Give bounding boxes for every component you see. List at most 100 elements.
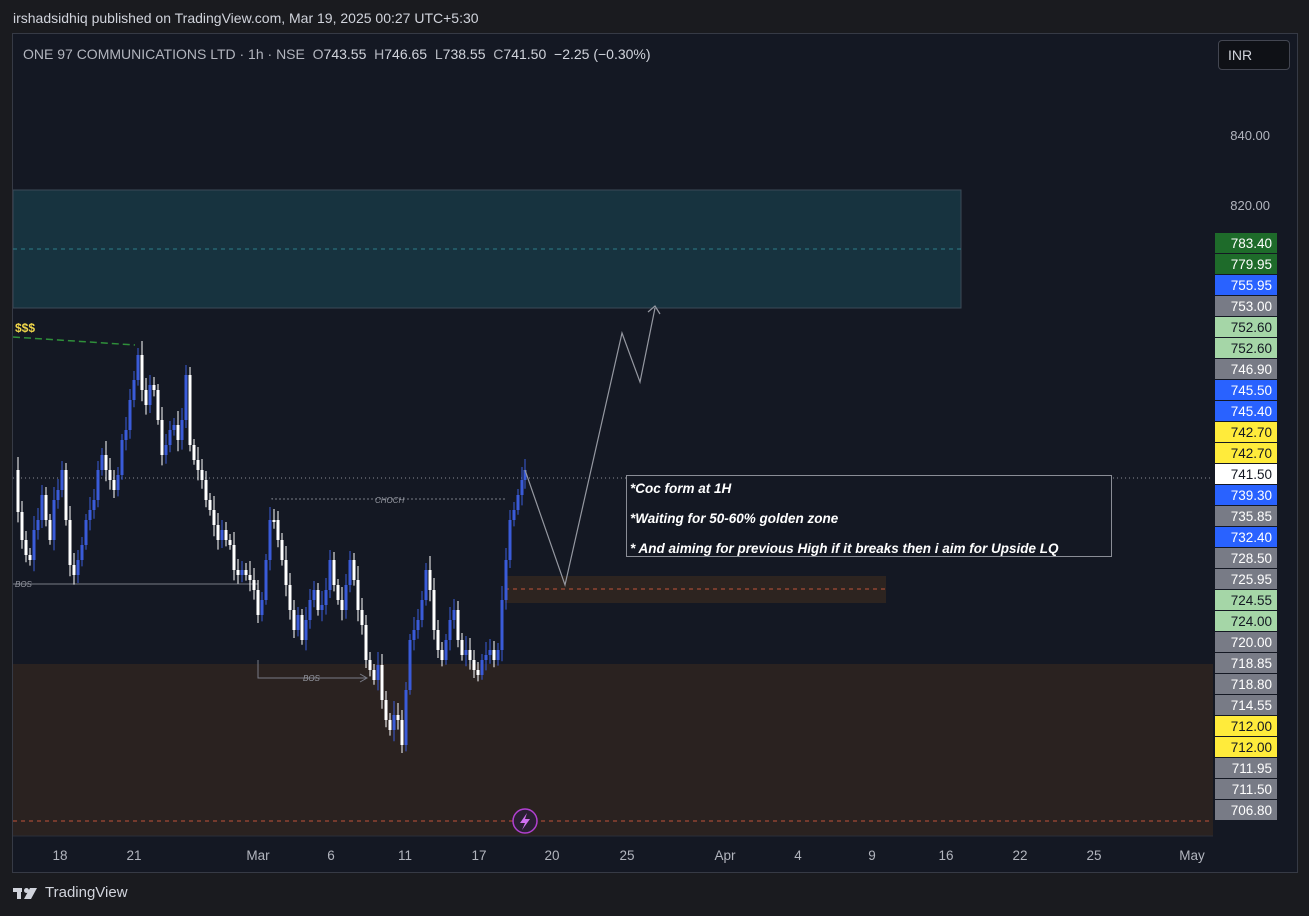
candle [236,559,240,584]
candle [32,516,36,572]
price-label: 742.70 [1215,422,1277,442]
price-label-text: 745.50 [1231,383,1272,398]
candle [160,407,164,466]
candle [260,592,264,622]
candle [136,348,140,386]
time-axis[interactable]: 18 21 Mar 6 11 17 20 25 Apr 4 9 16 22 25 May [52,848,1205,863]
time-axis-tick: Apr [714,848,736,863]
candle [380,654,384,709]
candle [496,643,500,666]
price-label-text: 732.40 [1231,530,1272,545]
note-line-1: *Coc form at 1H [630,481,732,496]
candle [96,461,100,508]
candle [328,550,332,598]
candle [420,591,424,628]
currency-button[interactable]: INR [1218,40,1290,70]
candle [56,479,60,509]
projection-arrow-head [647,305,661,315]
high-value: 746.65 [384,46,428,62]
candle [28,548,32,566]
choch-line[interactable] [271,498,506,500]
candle [412,617,416,651]
demand-zone-large[interactable] [13,664,1213,836]
price-label: 720.00 [1215,632,1277,652]
lightning-icon[interactable] [512,808,538,834]
candle [492,641,496,668]
candle [348,551,352,593]
candle [132,371,136,408]
candles [16,341,527,753]
bos-arrow-head [359,673,369,683]
candle [188,367,192,452]
candle [280,533,284,566]
price-label-text: 735.85 [1231,509,1272,524]
candle [148,375,152,413]
candle [152,377,156,397]
choch-label: CHOCH [375,496,405,505]
projection-path[interactable] [524,307,656,588]
price-label-text: 752.60 [1231,320,1272,335]
high-label: H [374,46,385,62]
candle [124,417,128,451]
low-value: 738.55 [442,46,486,62]
price-label-text: 724.00 [1231,614,1272,629]
note-line-2: *Waiting for 50-60% golden zone [630,511,839,526]
candle [460,633,464,661]
price-axis[interactable]: 840.00 820.00 [1230,128,1270,213]
analysis-note[interactable]: *Coc form at 1H *Waiting for 50-60% gold… [626,475,1112,557]
candle [312,581,316,608]
candle [44,487,48,527]
candle [400,710,404,753]
price-label: 718.80 [1215,674,1277,694]
candle [352,553,356,586]
price-label-text: 742.70 [1231,425,1272,440]
candle [320,591,324,622]
price-label: 746.90 [1215,359,1277,379]
candle [76,550,80,583]
candle [256,580,260,623]
candle [300,609,304,645]
candle [60,461,64,498]
candle [368,652,372,677]
candle [304,607,308,651]
candle [196,447,200,481]
price-label-text: 718.85 [1231,656,1272,671]
candle [88,497,92,531]
price-label-text: 724.55 [1231,593,1272,608]
candle [68,506,72,577]
candle [384,691,388,728]
candle [416,609,420,639]
time-axis-tick: 4 [794,848,802,863]
demand-zone-small[interactable] [505,576,886,603]
time-axis-tick: 18 [52,848,67,863]
candle [480,654,484,680]
liquidity-line[interactable] [13,336,136,346]
price-label: 752.60 [1215,338,1277,358]
tradingview-brand[interactable]: TradingView [13,884,128,901]
candle [176,411,180,452]
close-label: C [493,46,504,62]
candle [396,703,400,730]
candle [116,467,120,497]
candle [156,384,160,425]
candle [244,563,248,581]
price-label: 753.00 [1215,296,1277,316]
price-label-text: 714.55 [1231,698,1272,713]
close-value: 741.50 [503,46,547,62]
change-value: −2.25 (−0.30%) [554,46,651,62]
candle [84,514,88,550]
symbol-legend[interactable]: ONE 97 COMMUNICATIONS LTD · 1h · NSE O74… [23,46,651,62]
candle [504,548,508,610]
bos-line-2[interactable] [257,660,366,679]
candle [184,365,188,428]
candle [108,458,112,490]
tradingview-logo-icon [13,887,37,899]
candle [16,457,20,523]
price-label-text: 746.90 [1231,362,1272,377]
candle [212,496,216,537]
time-axis-tick: 16 [938,848,953,863]
candle [268,507,272,571]
candle [508,510,512,568]
price-label: 712.00 [1215,737,1277,757]
